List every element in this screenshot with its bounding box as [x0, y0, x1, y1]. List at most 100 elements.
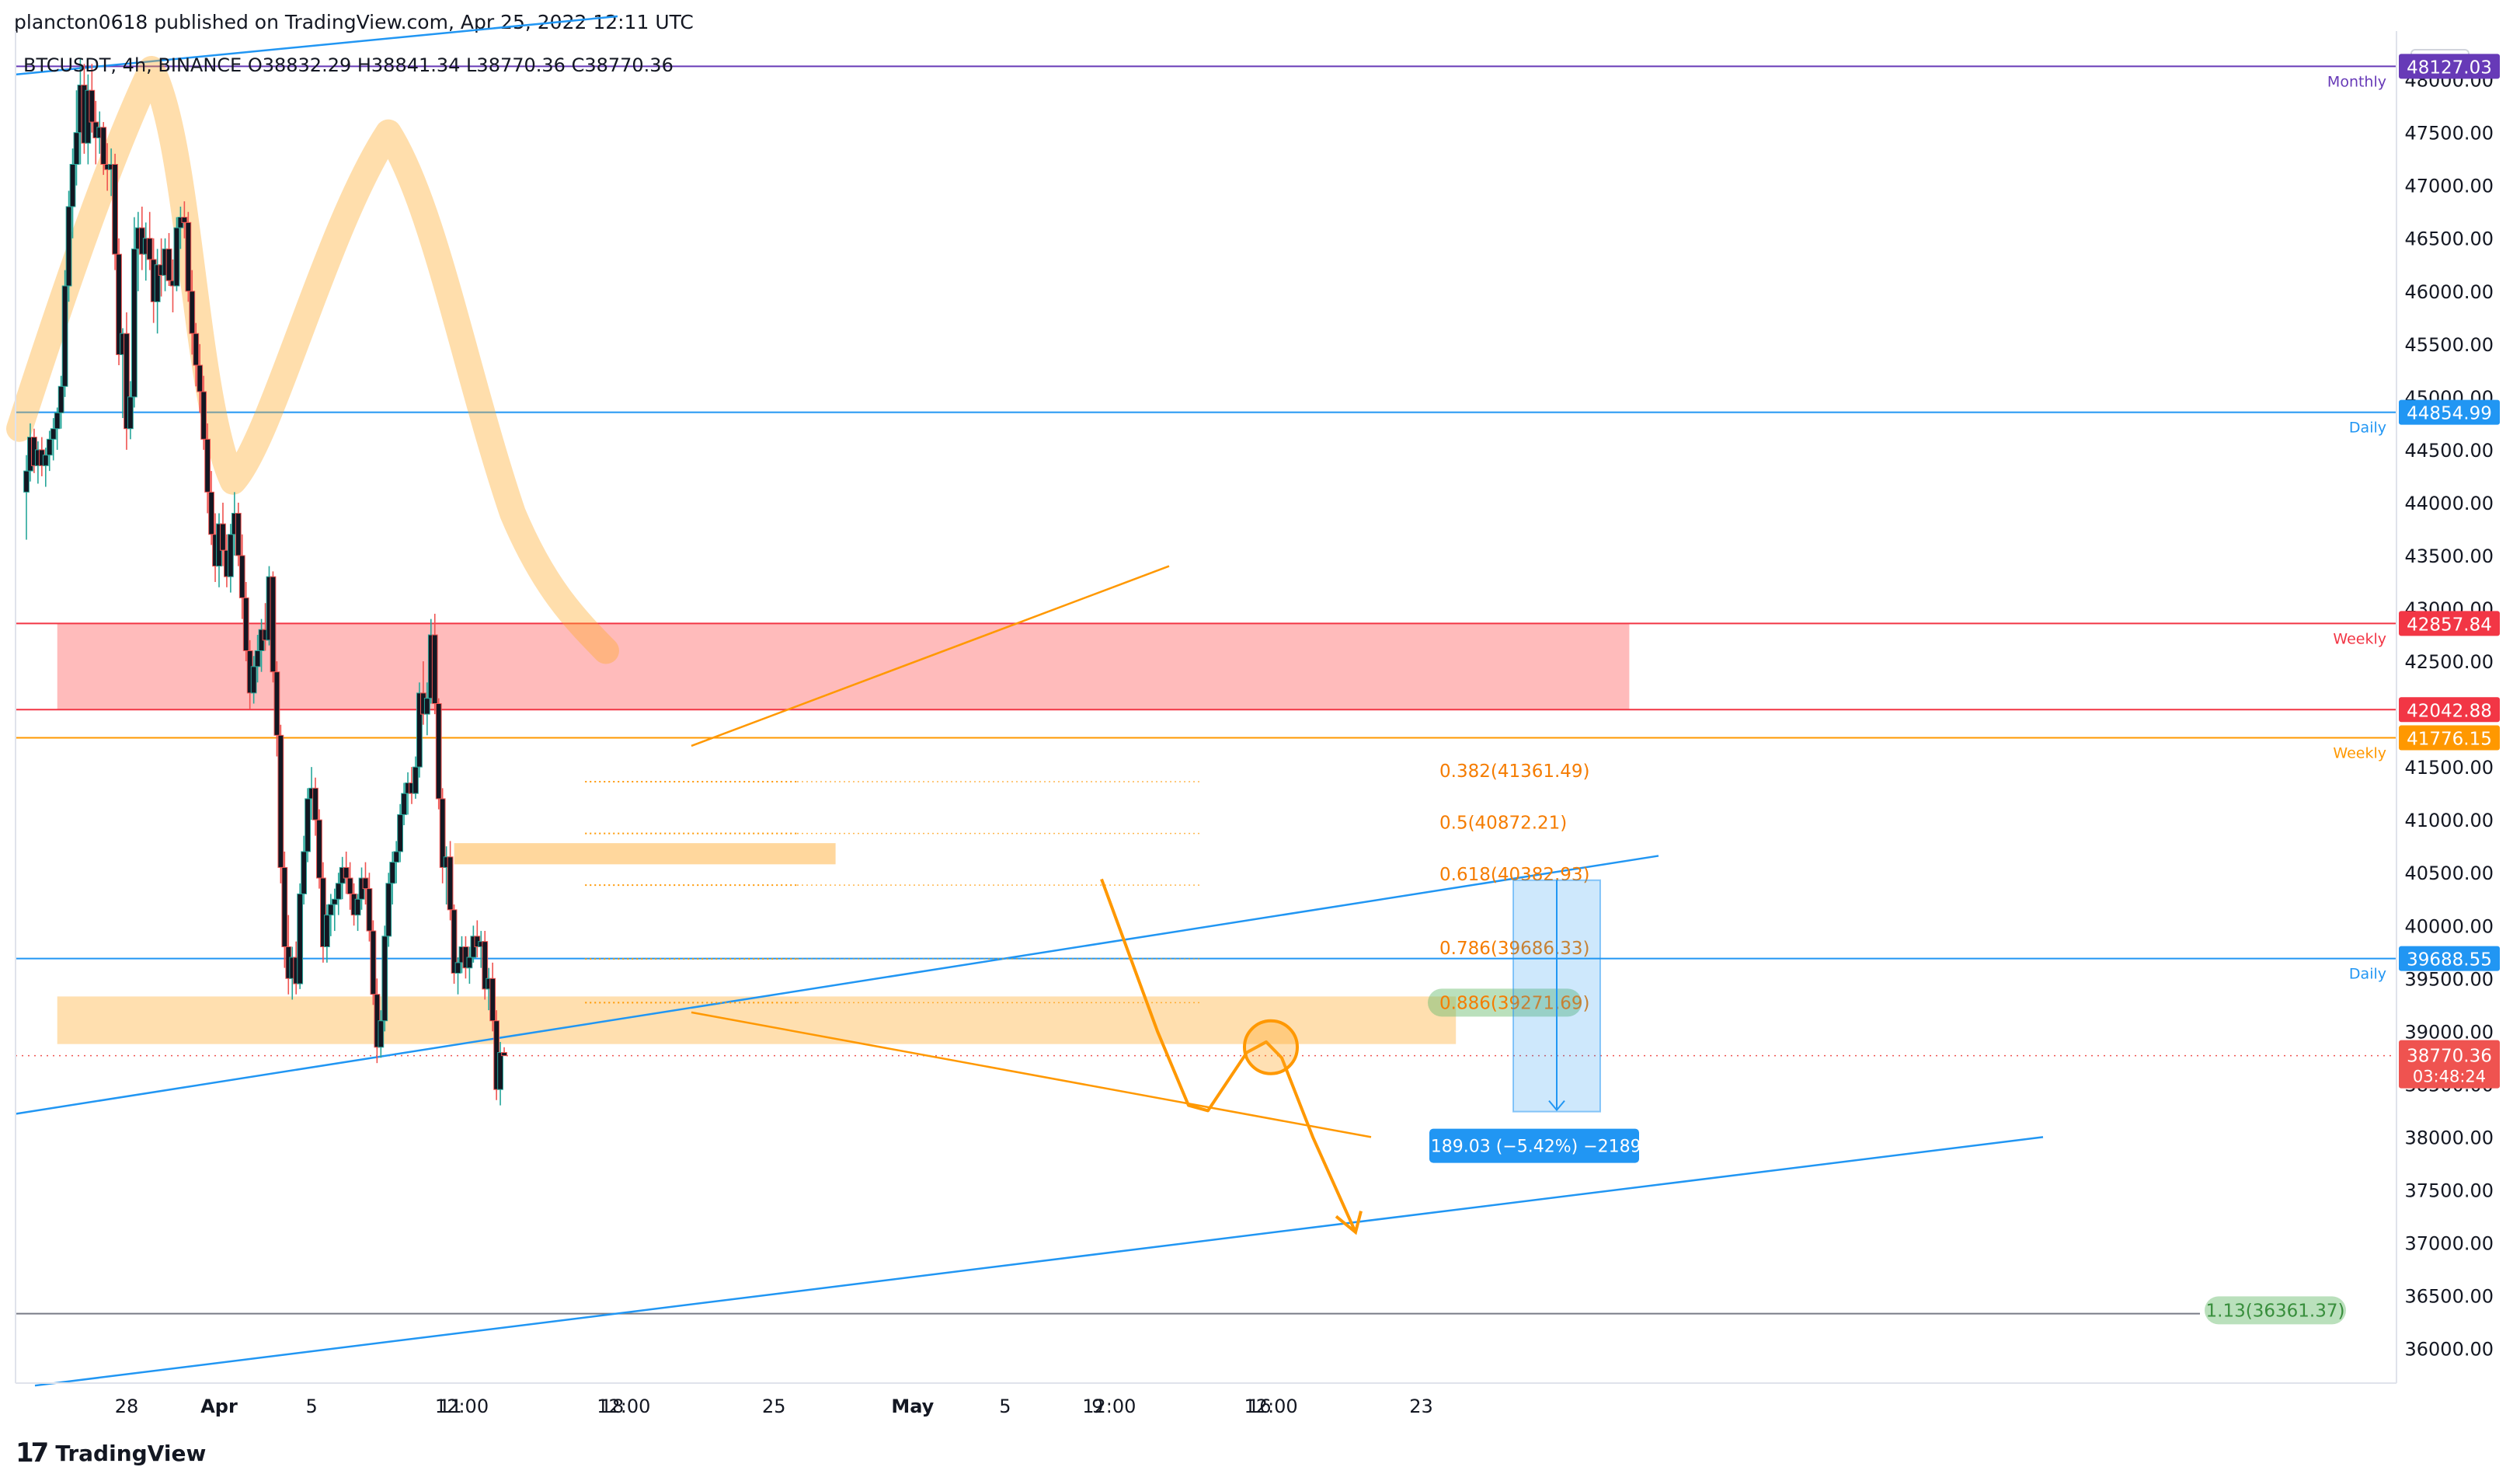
fib-level-label: 0.382(41361.49) [1439, 761, 1590, 782]
candle [189, 270, 196, 355]
price-line-label [2399, 946, 2500, 971]
y-tick-label: 42500.00 [2404, 651, 2494, 673]
candle [343, 852, 350, 894]
candle [397, 803, 404, 862]
candle [454, 957, 461, 995]
candle-body [254, 650, 261, 667]
y-tick-label: 47500.00 [2404, 123, 2494, 145]
candle-body [378, 1020, 385, 1048]
candle-body [197, 364, 204, 392]
candle-body [89, 89, 96, 123]
candle-body [273, 671, 280, 736]
candle-body [497, 1052, 503, 1090]
candle-body [393, 851, 400, 863]
x-tick-label: 18 [600, 1396, 625, 1417]
candle-body [297, 893, 304, 984]
x-tick-label: 16 [1248, 1396, 1272, 1417]
candle [301, 835, 308, 905]
bar-countdown: 03:48:24 [2413, 1068, 2486, 1086]
candle [335, 873, 342, 915]
candle-body [489, 977, 496, 1022]
price-line-tag: Daily [2349, 966, 2386, 983]
y-tick-label: 40000.00 [2404, 915, 2494, 937]
price-line-value: 44854.99 [2407, 404, 2492, 424]
x-tick-label: 12:00 [1082, 1396, 1136, 1417]
candle [131, 217, 137, 408]
y-tick-label: 40500.00 [2404, 862, 2494, 884]
candle-body [312, 787, 318, 821]
candlestick-chart[interactable]: Monthly Daily Weekly Weekly Daily 0.382(4136… [0, 0, 2520, 1430]
footer: 17 TradingView [16, 1436, 206, 1470]
candle-body [454, 962, 461, 974]
candle [501, 1047, 507, 1057]
projected-move-arrow [1100, 878, 1357, 1233]
candle-body [189, 291, 196, 334]
price-line-tag: Monthly [2327, 73, 2386, 90]
candle [346, 862, 353, 910]
price-line-value: 39688.55 [2407, 950, 2492, 970]
candle [378, 1010, 385, 1058]
y-tick-label: 38000.00 [2404, 1127, 2494, 1148]
weekly-resistance-zone [57, 623, 1630, 710]
candle [227, 524, 234, 593]
candle [366, 873, 373, 942]
candle [401, 782, 407, 825]
y-tick-label: 43500.00 [2404, 545, 2494, 567]
fib-level-label: 0.618(40382.93) [1439, 865, 1590, 885]
candle [235, 502, 242, 566]
x-tick-label: 11 [438, 1396, 462, 1417]
y-tick-label: 46000.00 [2404, 281, 2494, 303]
measure-label-box [1429, 1128, 1639, 1163]
candle [124, 312, 130, 450]
candle-body [57, 385, 64, 413]
x-tick-label: 5 [999, 1396, 1011, 1417]
candle [451, 904, 458, 984]
candle-body [354, 898, 361, 916]
candle [323, 904, 330, 963]
candle-body [381, 936, 388, 1022]
candle [238, 534, 245, 619]
fib-label-pill [1428, 988, 1582, 1017]
y-tick-label: 45500.00 [2404, 334, 2494, 356]
candle-body [389, 862, 396, 884]
measure-arrow-head [1548, 1099, 1565, 1112]
candle-body [416, 692, 423, 768]
candle-body [431, 634, 438, 704]
price-line-label [2399, 611, 2500, 636]
candle [50, 418, 57, 461]
price-line-value: 41776.15 [2407, 730, 2492, 750]
wedge-top-line [691, 565, 1170, 747]
candle-body [242, 597, 249, 651]
candle [362, 862, 369, 905]
candle-body [185, 221, 192, 292]
candle-body [501, 1052, 507, 1057]
current-price-badge [2399, 1040, 2500, 1089]
candle [354, 894, 361, 932]
arrow-head [1335, 1211, 1363, 1235]
candle [447, 841, 454, 921]
candle [489, 962, 496, 1032]
candle-body [235, 513, 242, 556]
x-tick-label: 25 [762, 1396, 786, 1417]
candle [273, 661, 280, 757]
candle [165, 232, 172, 286]
y-tick-label: 39000.00 [2404, 1021, 2494, 1043]
y-tick-label: 41000.00 [2404, 810, 2494, 831]
candle [327, 894, 334, 936]
candle [281, 852, 288, 968]
candle [181, 201, 188, 239]
candle-body [127, 396, 134, 430]
ascending-channel-mid [15, 855, 1659, 1115]
candle-body [69, 163, 76, 207]
candle [185, 211, 192, 302]
candle-body [50, 428, 57, 440]
candle [89, 64, 96, 133]
candle-body [250, 666, 257, 694]
x-tick-label: 12:00 [435, 1396, 489, 1417]
candle-body [323, 915, 330, 947]
candle [423, 682, 430, 736]
candle [146, 211, 153, 270]
wedge-bottom-line [691, 1011, 1372, 1138]
candle-body [165, 248, 172, 281]
candle [316, 809, 322, 889]
